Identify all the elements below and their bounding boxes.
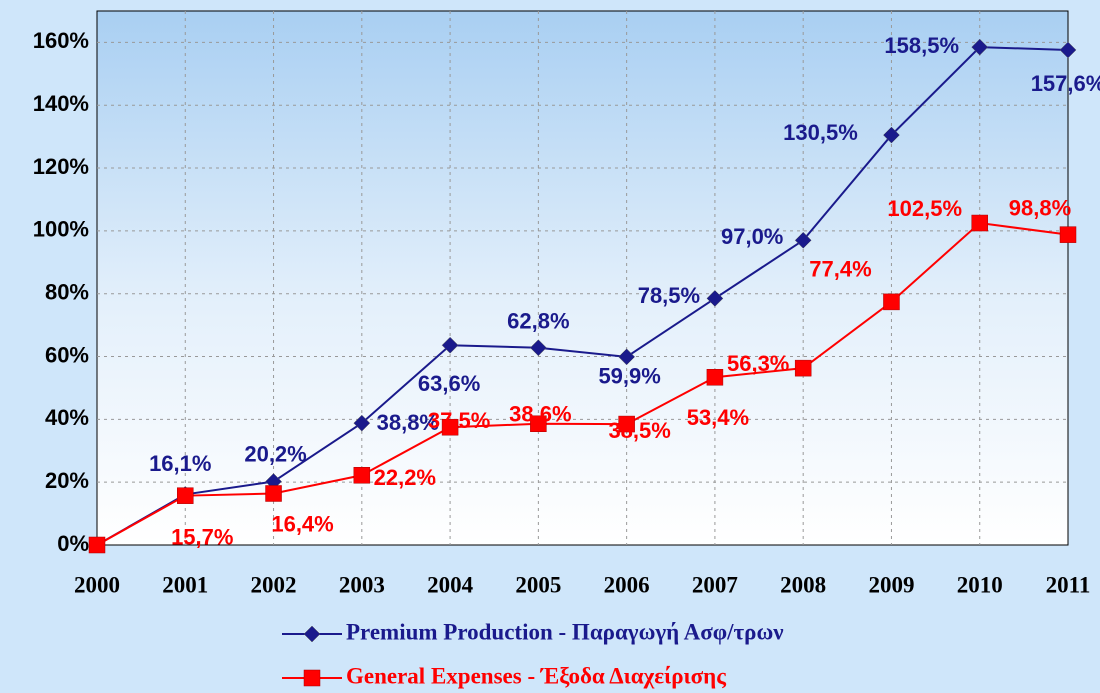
value-label: 15,7% xyxy=(171,524,233,549)
y-tick-label: 100% xyxy=(33,217,89,242)
marker xyxy=(971,38,989,56)
value-label: 53,4% xyxy=(687,405,749,430)
value-label: 78,5% xyxy=(638,283,700,308)
marker xyxy=(883,293,900,311)
marker xyxy=(441,418,459,436)
marker xyxy=(706,290,724,307)
x-tick-label: 2003 xyxy=(339,572,385,597)
x-tick-label: 2006 xyxy=(604,572,650,597)
y-tick-label: 0% xyxy=(57,531,89,556)
value-label: 56,3% xyxy=(727,351,789,376)
value-label: 102,5% xyxy=(887,196,962,221)
marker xyxy=(883,126,900,144)
x-tick-label: 2007 xyxy=(692,572,738,597)
value-label: 77,4% xyxy=(809,257,871,282)
marker xyxy=(88,536,106,554)
value-label: 16,4% xyxy=(271,511,333,536)
marker xyxy=(1059,226,1077,243)
y-tick-label: 140% xyxy=(33,91,89,116)
value-label: 16,1% xyxy=(149,451,211,476)
value-label: 59,9% xyxy=(598,364,660,389)
marker xyxy=(706,369,724,386)
value-label: 62,8% xyxy=(507,309,569,334)
x-tick-label: 2009 xyxy=(868,572,914,597)
legend-label: General Expenses - Έξοδα Διαχείρισης xyxy=(346,663,726,688)
y-tick-label: 120% xyxy=(33,154,89,179)
value-label: 158,5% xyxy=(884,33,959,58)
marker xyxy=(530,415,547,433)
x-tick-label: 2002 xyxy=(251,572,297,597)
marker xyxy=(794,359,812,377)
marker xyxy=(441,336,459,354)
x-tick-label: 2008 xyxy=(780,572,826,597)
series-line xyxy=(96,46,1069,546)
marker xyxy=(794,231,812,249)
marker xyxy=(530,339,547,357)
value-label: 38,8% xyxy=(377,410,439,435)
value-label: 98,8% xyxy=(1009,195,1071,220)
y-tick-label: 80% xyxy=(45,280,89,305)
y-tick-label: 20% xyxy=(45,468,89,493)
x-tick-label: 2005 xyxy=(515,572,561,597)
series-line xyxy=(96,221,1069,546)
value-label: 130,5% xyxy=(783,120,858,145)
x-tick-label: 2000 xyxy=(74,572,120,597)
marker xyxy=(353,414,371,432)
x-tick-label: 2001 xyxy=(162,572,208,597)
marker xyxy=(303,669,321,687)
value-label: 97,0% xyxy=(721,224,783,249)
marker xyxy=(618,415,635,433)
value-label: 22,2% xyxy=(374,465,436,490)
value-label: 38,6% xyxy=(509,402,571,427)
marker xyxy=(1059,41,1077,59)
marker xyxy=(303,625,321,643)
y-tick-label: 40% xyxy=(45,405,89,430)
legend-label: Premium Production - Παραγωγή Ασφ/τρων xyxy=(346,619,784,644)
y-tick-label: 160% xyxy=(33,28,89,53)
marker xyxy=(353,467,371,484)
value-label: 63,6% xyxy=(418,371,480,396)
value-label: 37,5% xyxy=(428,408,490,433)
value-label: 38,5% xyxy=(608,418,670,443)
value-label: 20,2% xyxy=(244,441,306,466)
x-tick-label: 2010 xyxy=(957,572,1003,597)
marker xyxy=(971,214,988,232)
x-tick-label: 2004 xyxy=(427,572,474,597)
marker xyxy=(618,348,635,366)
value-label: 157,6% xyxy=(1031,71,1100,96)
marker xyxy=(177,487,194,504)
x-tick-label: 2011 xyxy=(1046,572,1091,597)
y-tick-label: 60% xyxy=(45,342,89,367)
plot-area xyxy=(96,10,1069,546)
marker xyxy=(265,485,282,502)
